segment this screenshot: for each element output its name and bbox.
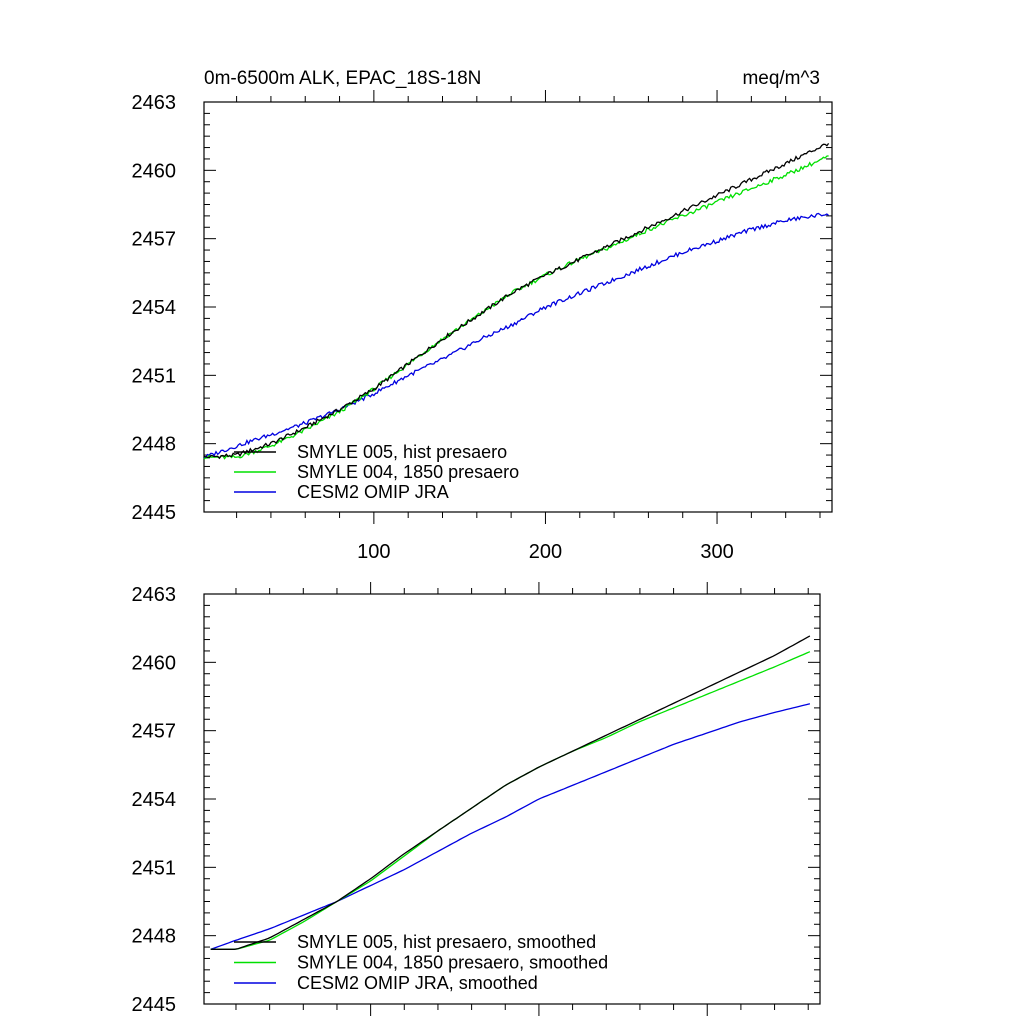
legend-label: SMYLE 005, hist presaero	[297, 442, 507, 462]
legend-label: SMYLE 005, hist presaero, smoothed	[297, 932, 596, 952]
series-line-3	[210, 703, 811, 950]
y-tick-label: 2445	[132, 502, 177, 524]
y-tick-label: 2445	[132, 994, 177, 1016]
y-tick-label: 2451	[132, 365, 177, 387]
series-line-2	[210, 651, 811, 950]
legend-label: SMYLE 004, 1850 presaero, smoothed	[297, 953, 608, 973]
y-tick-label: 2457	[132, 229, 177, 251]
y-tick-label: 2448	[132, 434, 177, 456]
series-line-3	[203, 212, 830, 459]
series-line-1	[203, 143, 830, 460]
bottom-panel: 2445 2448 2451 2454 2457 2460 2463 SMYLE 005, h…	[132, 582, 821, 1016]
chart-title: 0m-6500m ALK, EPAC_18S-18N	[204, 68, 481, 89]
x-tick-label: 200	[529, 541, 562, 563]
y-tick-label: 2457	[132, 721, 177, 743]
series-line-1	[210, 635, 811, 950]
y-tick-label: 2451	[132, 857, 177, 879]
legend-label: CESM2 OMIP JRA, smoothed	[297, 973, 538, 993]
y-tick-label: 2454	[132, 789, 177, 811]
x-tick-label: 300	[700, 541, 733, 563]
legend-label: SMYLE 004, 1850 presaero	[297, 462, 519, 482]
x-tick-label: 100	[357, 541, 390, 563]
chart-units: meq/m^3	[742, 68, 820, 89]
legend-label: CESM2 OMIP JRA	[297, 482, 449, 502]
series-line-2	[203, 155, 829, 460]
y-tick-label: 2454	[132, 297, 177, 319]
y-tick-label: 2463	[132, 92, 177, 114]
y-tick-label: 2460	[132, 652, 177, 674]
y-tick-label: 2460	[132, 160, 177, 182]
y-tick-label: 2448	[132, 926, 177, 948]
y-tick-label: 2463	[132, 584, 177, 606]
top-panel: 0m-6500m ALK, EPAC_18S-18N meq/m^3 2445 2…	[132, 68, 833, 563]
